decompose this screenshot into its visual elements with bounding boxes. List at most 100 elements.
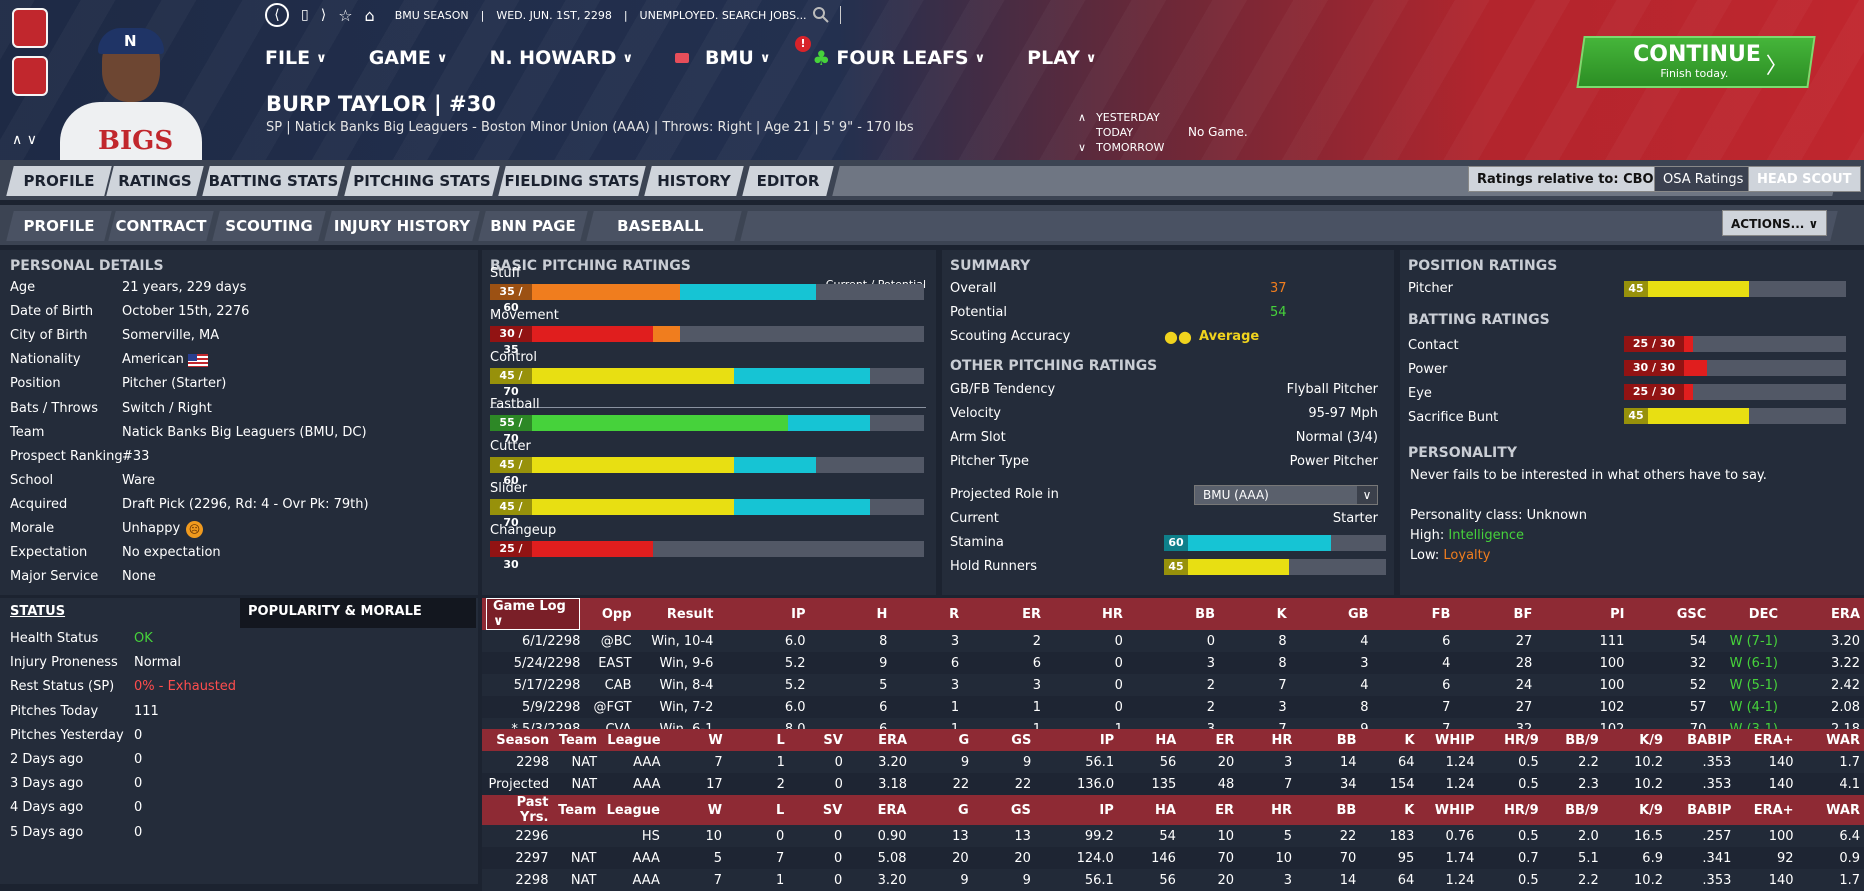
game-log-select[interactable]: Game Log ∨ (486, 598, 581, 630)
table-header: Team (552, 795, 601, 825)
bookmark-icon[interactable]: ▯ (301, 7, 309, 23)
table-cell: AAA (601, 751, 665, 773)
table-cell: 183 (1360, 825, 1419, 847)
tab-profile[interactable]: PROFILE (6, 166, 112, 196)
table-cell: 2.0 (1542, 825, 1603, 847)
other-rating-label: Velocity (950, 406, 1001, 421)
continue-button[interactable]: CONTINUE Finish today. 〉 (1576, 36, 1816, 88)
table-cell: 48 (1180, 773, 1239, 795)
subtab-bnn-page[interactable]: BNN PAGE (478, 211, 588, 241)
table-cell: 99.2 (1034, 825, 1118, 847)
menu-league[interactable]: BMU ∨ (675, 47, 770, 69)
table-cell: 7 (1219, 674, 1291, 696)
table-row[interactable]: 2298 NAT AAA 7 1 0 3.20 9 9 56.1 56 20 3 14 64 1.24 0.5 2… (482, 751, 1864, 773)
other-rating-value: Normal (3/4) (1295, 430, 1378, 445)
table-cell: 14 (1296, 869, 1361, 891)
home-icon[interactable]: ⌂ (364, 5, 375, 25)
table-cell: 7 (1372, 696, 1455, 718)
table-cell: W (6-1) (1710, 652, 1782, 674)
head-scout-toggle[interactable]: HEAD SCOUT (1748, 166, 1861, 192)
other-rating-value: 95-97 Mph (1308, 406, 1378, 421)
menu-team[interactable]: ♣ FOUR LEAFS ∨ (812, 46, 986, 70)
table-header: DEC (1710, 598, 1782, 630)
pitch-rating-bar: 45 / 70 (490, 499, 924, 529)
table-header: Game Log ∨ (482, 598, 585, 630)
table-header: WAR (1797, 795, 1864, 825)
search-input[interactable] (812, 6, 1032, 24)
back-icon[interactable]: ⟨ (265, 3, 289, 27)
player-name: BURP TAYLOR | #30 (266, 92, 496, 116)
subtab-injury-history[interactable]: INJURY HISTORY (324, 211, 480, 241)
subtab-profile[interactable]: PROFILE (6, 211, 112, 241)
detail-value: Pitcher (Starter) (122, 376, 227, 392)
star-icon[interactable]: ☆ (338, 5, 353, 25)
tab-fielding-stats[interactable]: FIELDING STATS (498, 166, 646, 196)
subtab-scouting[interactable]: SCOUTING (212, 211, 326, 241)
tab-history[interactable]: HISTORY (644, 166, 744, 196)
table-row[interactable]: 6/1/2298 @BC Win, 10-4 6.0 8 3 2 0 0 8 4 6 27 111 54 W … (482, 630, 1864, 652)
table-row[interactable]: Projected NAT AAA 17 2 0 3.18 22 22 136.0 135 48 7 34… (482, 773, 1864, 795)
job-status[interactable]: UNEMPLOYED. SEARCH JOBS... (639, 8, 807, 22)
header: BIGS N ∧ ∨ ⟨ ▯ ⟩ ☆ ⌂ BMU SEASON | WED. J… (0, 0, 1864, 160)
status-label: Rest Status (SP) (10, 679, 115, 695)
player-nav-arrows-icon[interactable]: ∧ ∨ (12, 132, 37, 148)
table-row[interactable]: 2298 NAT AAA 7 1 0 3.20 9 9 56.1 56 20 3 14 64 1.24 0.5 2… (482, 869, 1864, 891)
table-header: Result (635, 598, 718, 630)
pitch-rating-label: Fastball (490, 397, 540, 412)
tab-ratings[interactable]: RATINGS (106, 166, 204, 196)
table-header: WHIP (1418, 729, 1479, 751)
table-cell: 13 (972, 825, 1035, 847)
status-label: Health Status (10, 631, 99, 646)
table-cell: 56 (1118, 751, 1181, 773)
current-segment (490, 499, 735, 515)
detail-label: Position (10, 376, 61, 392)
ratings-relative-select[interactable]: Ratings relative to: CBO ∨ (1468, 166, 1678, 192)
menu-play[interactable]: PLAY ∨ (1027, 47, 1097, 69)
day-selector[interactable]: ∧ YESTERDAY TODAY ∨ TOMORROW (1078, 111, 1165, 154)
table-cell: 102 (1536, 696, 1629, 718)
table-cell: NAT (552, 869, 601, 891)
table-header: GS (973, 729, 1036, 751)
menu-game[interactable]: GAME ∨ (368, 47, 448, 69)
table-row[interactable]: 5/24/2298 EAST Win, 9-6 5.2 9 6 6 0 3 8 3 4 28 100 32 W… (482, 652, 1864, 674)
menu-file[interactable]: FILE ∨ (265, 47, 327, 69)
bar-fill (1624, 281, 1749, 297)
detail-value: None (122, 569, 156, 585)
tab-editor[interactable]: EDITOR (742, 166, 834, 196)
table-cell: 70 (1179, 847, 1238, 869)
status-panel: STATUS POPULARITY & MORALE (0, 598, 478, 884)
table-cell: 0 (788, 751, 847, 773)
osa-ratings-toggle[interactable]: OSA Ratings (1654, 166, 1753, 192)
table-row[interactable]: 2296 HS 10 0 0 0.90 13 13 99.2 54 10 5 22 183 0.76 0.5 2… (482, 825, 1864, 847)
table-cell: 2.2 (1542, 751, 1603, 773)
current-role-value: Starter (1332, 511, 1378, 526)
table-row[interactable]: 5/9/2298 @FGT Win, 7-2 6.0 6 1 1 0 2 3 8 7 27 102 57 W … (482, 696, 1864, 718)
tab-batting-stats[interactable]: BATTING STATS (202, 166, 345, 196)
table-header: WAR (1797, 729, 1864, 751)
tab-pitching-stats[interactable]: PITCHING STATS (344, 166, 500, 196)
subtab-contract[interactable]: CONTRACT (108, 211, 214, 241)
popularity-morale-tab[interactable]: POPULARITY & MORALE (240, 598, 476, 628)
subtab-baseball-cards[interactable]: BASEBALL CARDS (586, 211, 742, 265)
table-cell: 10 (663, 825, 727, 847)
forward-icon[interactable]: ⟩ (320, 7, 327, 23)
table-cell: 2.08 (1782, 696, 1864, 718)
actions-menu[interactable]: ACTIONS... ∨ (1722, 210, 1828, 236)
status-title[interactable]: STATUS (10, 604, 66, 619)
menu-manager[interactable]: N. HOWARD ∨ (489, 47, 634, 69)
pitch-rating-bar: 55 / 70 (490, 415, 924, 445)
table-cell: 1.24 (1418, 869, 1479, 891)
table-cell: HS (600, 825, 664, 847)
detail-value: Ware (122, 472, 156, 488)
table-row[interactable]: 2297 NAT AAA 5 7 0 5.08 20 20 124.0 146 70 10 70 95 1.7… (482, 847, 1864, 869)
table-cell: AAA (601, 773, 665, 795)
team-logo-top[interactable] (12, 8, 48, 48)
other-rating-value: Power Pitcher (1289, 454, 1378, 469)
table-row[interactable]: 5/17/2298 CAB Win, 8-4 5.2 5 3 3 0 2 7 4 6 24 100 52 W … (482, 674, 1864, 696)
rating-value: 45 / 70 (490, 499, 532, 529)
pitch-rating-bar: 45 / 60 (490, 457, 924, 487)
team-logo-bottom[interactable] (12, 56, 48, 96)
table-header: K/9 (1602, 729, 1668, 751)
projected-role-select[interactable]: BMU (AAA) ∨ (1194, 485, 1378, 505)
table-cell: 2 (1126, 696, 1219, 718)
